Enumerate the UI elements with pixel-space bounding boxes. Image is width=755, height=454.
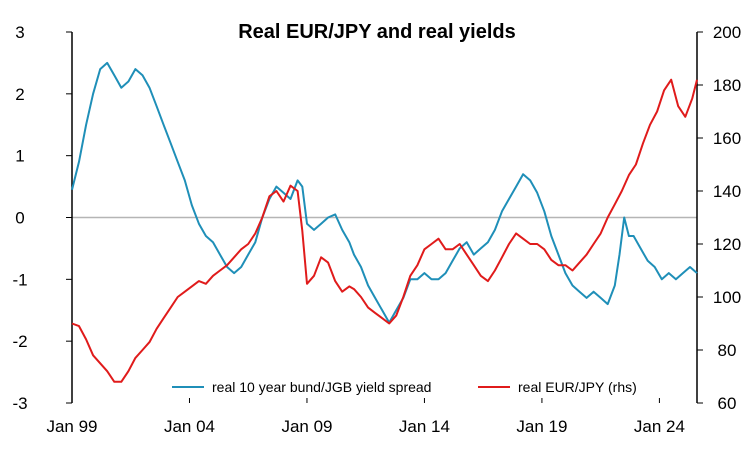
right-tick-label: 200: [713, 23, 741, 42]
plot-area: 3 2 1 0 -1 -2 -3 200 180 160 140 120 100 80 60 Jan 99 Ja…: [12, 23, 741, 436]
left-tick-label: -3: [12, 394, 27, 413]
right-tick-label: 80: [718, 341, 737, 360]
right-tick-label: 180: [713, 76, 741, 95]
left-tick-label: -2: [12, 332, 27, 351]
right-tick-label: 60: [718, 394, 737, 413]
left-tick-label: 1: [15, 147, 24, 166]
x-tick-label: Jan 04: [164, 417, 215, 436]
right-tick-label: 140: [713, 182, 741, 201]
left-tick-label: 0: [15, 209, 24, 228]
right-tick-label: 160: [713, 129, 741, 148]
right-tick-label: 120: [713, 235, 741, 254]
x-tick-label: Jan 09: [281, 417, 332, 436]
series-line-yield-spread: [71, 61, 698, 324]
right-tick-label: 100: [713, 288, 741, 307]
legend-label: real 10 year bund/JGB yield spread: [212, 379, 431, 395]
series-line-eur-jpy: [71, 78, 698, 383]
x-tick-label: Jan 14: [399, 417, 450, 436]
chart-title: Real EUR/JPY and real yields: [238, 21, 516, 43]
left-tick-label: -1: [12, 270, 27, 289]
legend-label: real EUR/JPY (rhs): [518, 379, 637, 395]
left-tick-label: 2: [15, 85, 24, 104]
x-tick-label: Jan 19: [516, 417, 567, 436]
x-tick-label: Jan 99: [46, 417, 97, 436]
x-tick-label: Jan 24: [634, 417, 685, 436]
left-tick-label: 3: [15, 23, 24, 42]
